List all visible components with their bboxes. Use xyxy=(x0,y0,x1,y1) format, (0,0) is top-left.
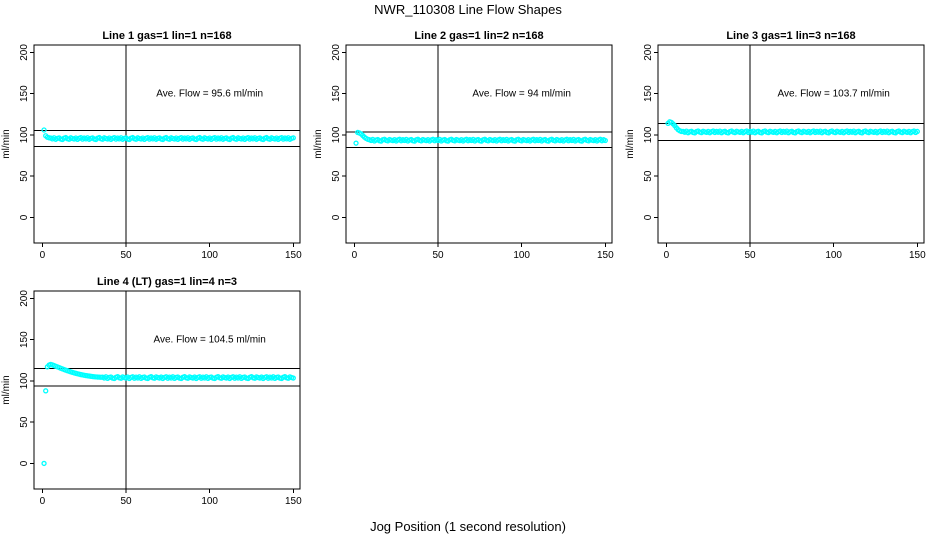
svg-text:150: 150 xyxy=(285,250,302,261)
scatter-plot-svg: 0 50 100 150 0 50 100 150 200 ml/min Line 1 gas=1 … xyxy=(1,30,302,261)
svg-text:50: 50 xyxy=(120,496,132,507)
svg-text:50: 50 xyxy=(744,250,756,261)
svg-text:ml/min: ml/min xyxy=(313,129,324,158)
scatter-plot-svg: 0 50 100 150 0 50 100 150 200 ml/min Line 2 gas=1 … xyxy=(313,30,614,261)
svg-text:50: 50 xyxy=(643,170,654,182)
svg-text:0: 0 xyxy=(331,214,342,220)
svg-text:0: 0 xyxy=(19,214,30,220)
svg-text:100: 100 xyxy=(201,496,218,507)
svg-text:0: 0 xyxy=(40,496,46,507)
svg-text:50: 50 xyxy=(120,250,132,261)
svg-text:150: 150 xyxy=(331,85,342,102)
scatter-plot-svg: 0 50 100 150 0 50 100 150 200 ml/min Line 3 gas=1 … xyxy=(625,30,926,261)
figure-title: NWR_110308 Line Flow Shapes xyxy=(374,2,562,17)
svg-text:100: 100 xyxy=(19,372,30,389)
panel-line-1: 0 50 100 150 0 50 100 150 200 ml/min Line 1 gas=1 … xyxy=(0,27,312,273)
svg-text:100: 100 xyxy=(201,250,218,261)
svg-text:150: 150 xyxy=(19,331,30,348)
svg-text:100: 100 xyxy=(331,126,342,143)
svg-text:200: 200 xyxy=(19,44,30,61)
svg-text:Line 1 gas=1 lin=1 n=168: Line 1 gas=1 lin=1 n=168 xyxy=(102,30,231,42)
svg-text:Ave. Flow = 95.6 ml/min: Ave. Flow = 95.6 ml/min xyxy=(156,89,263,100)
svg-text:50: 50 xyxy=(432,250,444,261)
svg-text:ml/min: ml/min xyxy=(625,129,636,158)
svg-text:ml/min: ml/min xyxy=(1,375,12,404)
svg-text:150: 150 xyxy=(19,85,30,102)
svg-text:150: 150 xyxy=(285,496,302,507)
svg-text:Line 3 gas=1 lin=3 n=168: Line 3 gas=1 lin=3 n=168 xyxy=(726,30,855,42)
svg-text:0: 0 xyxy=(40,250,46,261)
svg-text:0: 0 xyxy=(19,460,30,466)
svg-text:0: 0 xyxy=(643,214,654,220)
svg-text:100: 100 xyxy=(19,126,30,143)
figure-xlabel: Jog Position (1 second resolution) xyxy=(370,519,566,534)
svg-text:200: 200 xyxy=(643,44,654,61)
svg-text:150: 150 xyxy=(909,250,926,261)
svg-text:100: 100 xyxy=(513,250,530,261)
panel-line-4: 0 50 100 150 0 50 100 150 200 ml/min Line 4 (LT) g… xyxy=(0,273,312,519)
svg-text:100: 100 xyxy=(825,250,842,261)
svg-text:200: 200 xyxy=(331,44,342,61)
svg-text:50: 50 xyxy=(19,416,30,428)
svg-text:50: 50 xyxy=(331,170,342,182)
svg-text:150: 150 xyxy=(597,250,614,261)
svg-text:ml/min: ml/min xyxy=(1,129,12,158)
svg-text:Line 2 gas=1 lin=2 n=168: Line 2 gas=1 lin=2 n=168 xyxy=(414,30,543,42)
scatter-plot-svg: 0 50 100 150 0 50 100 150 200 ml/min Line 4 (LT) g… xyxy=(1,276,302,507)
svg-text:Ave. Flow = 94 ml/min: Ave. Flow = 94 ml/min xyxy=(472,89,570,100)
svg-text:0: 0 xyxy=(352,250,358,261)
svg-text:Ave. Flow = 103.7 ml/min: Ave. Flow = 103.7 ml/min xyxy=(777,89,889,100)
panel-line-2: 0 50 100 150 0 50 100 150 200 ml/min Line 2 gas=1 … xyxy=(312,27,624,273)
svg-text:Line 4 (LT) gas=1 lin=4 n=3: Line 4 (LT) gas=1 lin=4 n=3 xyxy=(97,276,237,288)
svg-text:200: 200 xyxy=(19,290,30,307)
svg-text:0: 0 xyxy=(664,250,670,261)
svg-text:150: 150 xyxy=(643,85,654,102)
svg-text:50: 50 xyxy=(19,170,30,182)
svg-text:100: 100 xyxy=(643,126,654,143)
svg-text:Ave. Flow = 104.5 ml/min: Ave. Flow = 104.5 ml/min xyxy=(153,335,265,346)
panel-line-3: 0 50 100 150 0 50 100 150 200 ml/min Line 3 gas=1 … xyxy=(624,27,936,273)
